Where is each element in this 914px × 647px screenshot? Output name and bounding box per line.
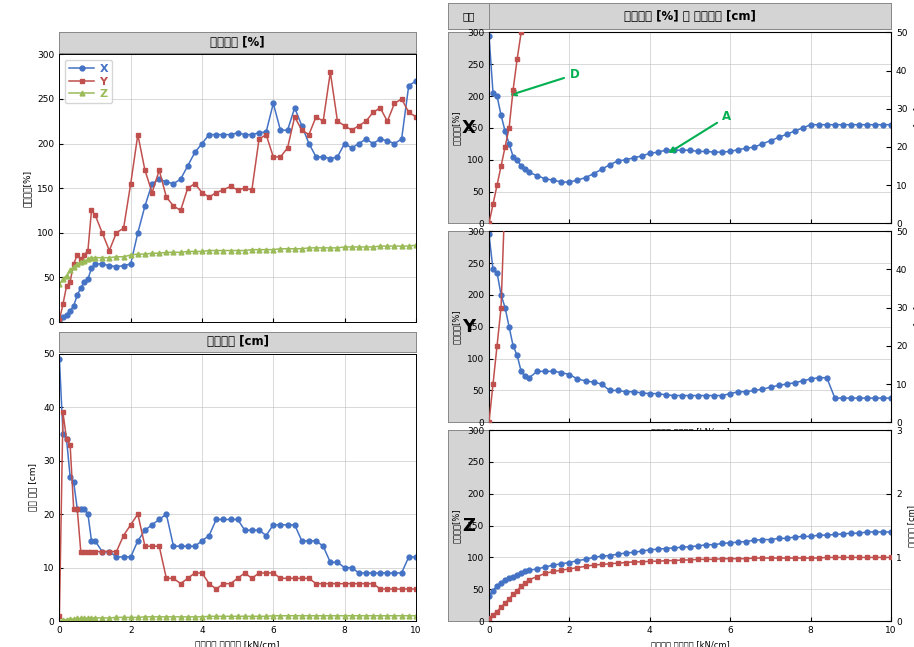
Y [275, 153, 286, 161]
Text: 방향: 방향 [462, 11, 474, 21]
Z [161, 248, 172, 256]
Text: Z: Z [462, 516, 475, 534]
Y-axis label: 응답변위 [cm]: 응답변위 [cm] [913, 306, 914, 347]
X-axis label: 적층고무 수평강성 [kN/cm]: 적층고무 수평강성 [kN/cm] [651, 641, 729, 647]
Line: X: X [57, 79, 419, 322]
X [58, 314, 69, 322]
Z [275, 245, 286, 252]
X-axis label: 적층고무 수평강성 [kN/cm]: 적층고무 수평강성 [kN/cm] [651, 428, 729, 437]
Y-axis label: 응답변위 [cm]: 응답변위 [cm] [908, 505, 914, 547]
Z [260, 246, 271, 254]
Legend: X, Y, Z: X, Y, Z [65, 60, 112, 104]
Y [161, 193, 172, 201]
Y-axis label: 가속도비[%]: 가속도비[%] [452, 509, 462, 543]
Z [239, 247, 250, 254]
X [239, 131, 250, 138]
Y-axis label: 가속도비[%]: 가속도비[%] [452, 111, 462, 145]
X [318, 153, 329, 161]
Text: D: D [512, 68, 579, 95]
X [275, 126, 286, 134]
Y-axis label: 응답 변위 [cm]: 응답 변위 [cm] [28, 463, 37, 511]
Z [410, 241, 421, 249]
X [260, 128, 271, 136]
Y-axis label: 응답변위 [cm]: 응답변위 [cm] [913, 107, 914, 149]
X [54, 316, 65, 324]
Line: Y: Y [57, 70, 419, 322]
Y-axis label: 가속도비[%]: 가속도비[%] [452, 309, 462, 344]
Y [324, 69, 335, 76]
Text: X: X [462, 119, 475, 137]
Line: Z: Z [57, 243, 419, 287]
Y [318, 117, 329, 125]
Z [58, 275, 69, 283]
Y-axis label: 가속도비[%]: 가속도비[%] [23, 170, 32, 206]
X [161, 178, 172, 186]
Y [410, 113, 421, 120]
X [410, 77, 421, 85]
Text: 가속도비 [%]: 가속도비 [%] [210, 36, 265, 49]
Z [54, 281, 65, 289]
Y [58, 300, 69, 308]
Text: 가속도비 [%] 및 응답변위 [cm]: 가속도비 [%] 및 응답변위 [cm] [624, 10, 756, 23]
Z [318, 244, 329, 252]
Y [239, 184, 250, 192]
Y [260, 131, 271, 138]
Text: A: A [670, 110, 731, 152]
X-axis label: 적층고무 수평강성 [kN/cm]: 적층고무 수평강성 [kN/cm] [196, 641, 280, 647]
Y [54, 316, 65, 324]
Text: 응답변위 [cm]: 응답변위 [cm] [207, 335, 269, 349]
Text: Y: Y [462, 318, 475, 336]
